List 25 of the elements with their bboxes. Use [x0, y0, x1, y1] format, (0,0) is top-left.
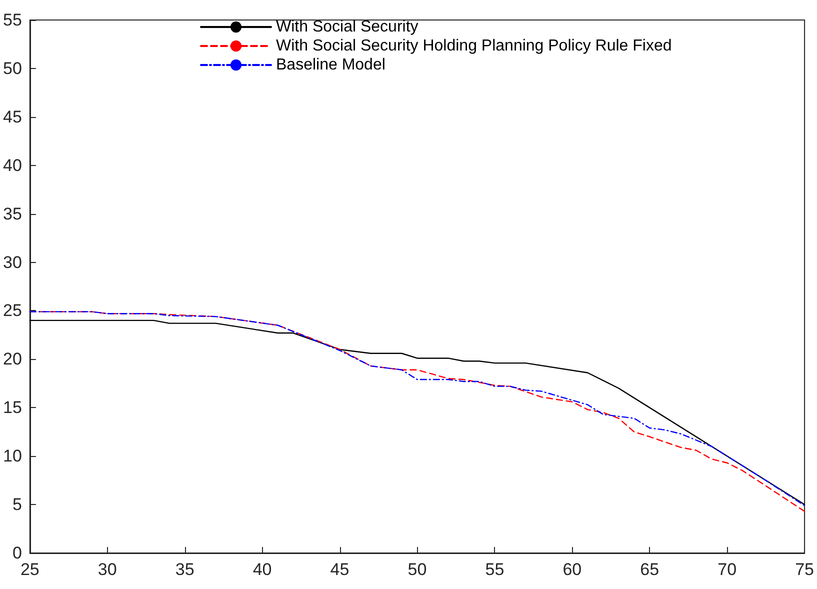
x-tick-label: 35: [175, 560, 194, 579]
y-tick-label: 20: [2, 350, 22, 369]
y-tick-label: 45: [2, 107, 22, 126]
x-tick-label: 30: [98, 560, 117, 579]
legend-label: With Social Security: [276, 18, 418, 36]
legend-label: With Social Security Holding Planning Policy Rule Fixed: [276, 38, 672, 54]
x-tick-label: 65: [640, 560, 660, 579]
y-tick-label: 40: [2, 156, 22, 175]
y-tick-label: 0: [12, 544, 22, 562]
x-tick-label: 60: [562, 560, 582, 579]
y-tick-label: 5: [12, 495, 22, 514]
y-tick-label: 50: [2, 58, 22, 78]
y-tick-label: 25: [2, 301, 22, 320]
x-tick-label: 40: [252, 560, 272, 579]
legend-label: Baseline Model: [276, 56, 386, 74]
x-tick-label: 45: [330, 560, 350, 579]
y-tick-label: 10: [2, 446, 22, 466]
y-tick-label: 55: [2, 10, 22, 30]
x-tick-label: 50: [408, 560, 427, 579]
y-tick-label: 35: [2, 204, 22, 224]
y-tick-label: 15: [2, 398, 22, 418]
x-tick-label: 70: [718, 560, 737, 579]
y-tick-label: 30: [2, 252, 22, 272]
x-tick-label: 55: [485, 560, 504, 579]
x-tick-label: 75: [795, 560, 814, 579]
